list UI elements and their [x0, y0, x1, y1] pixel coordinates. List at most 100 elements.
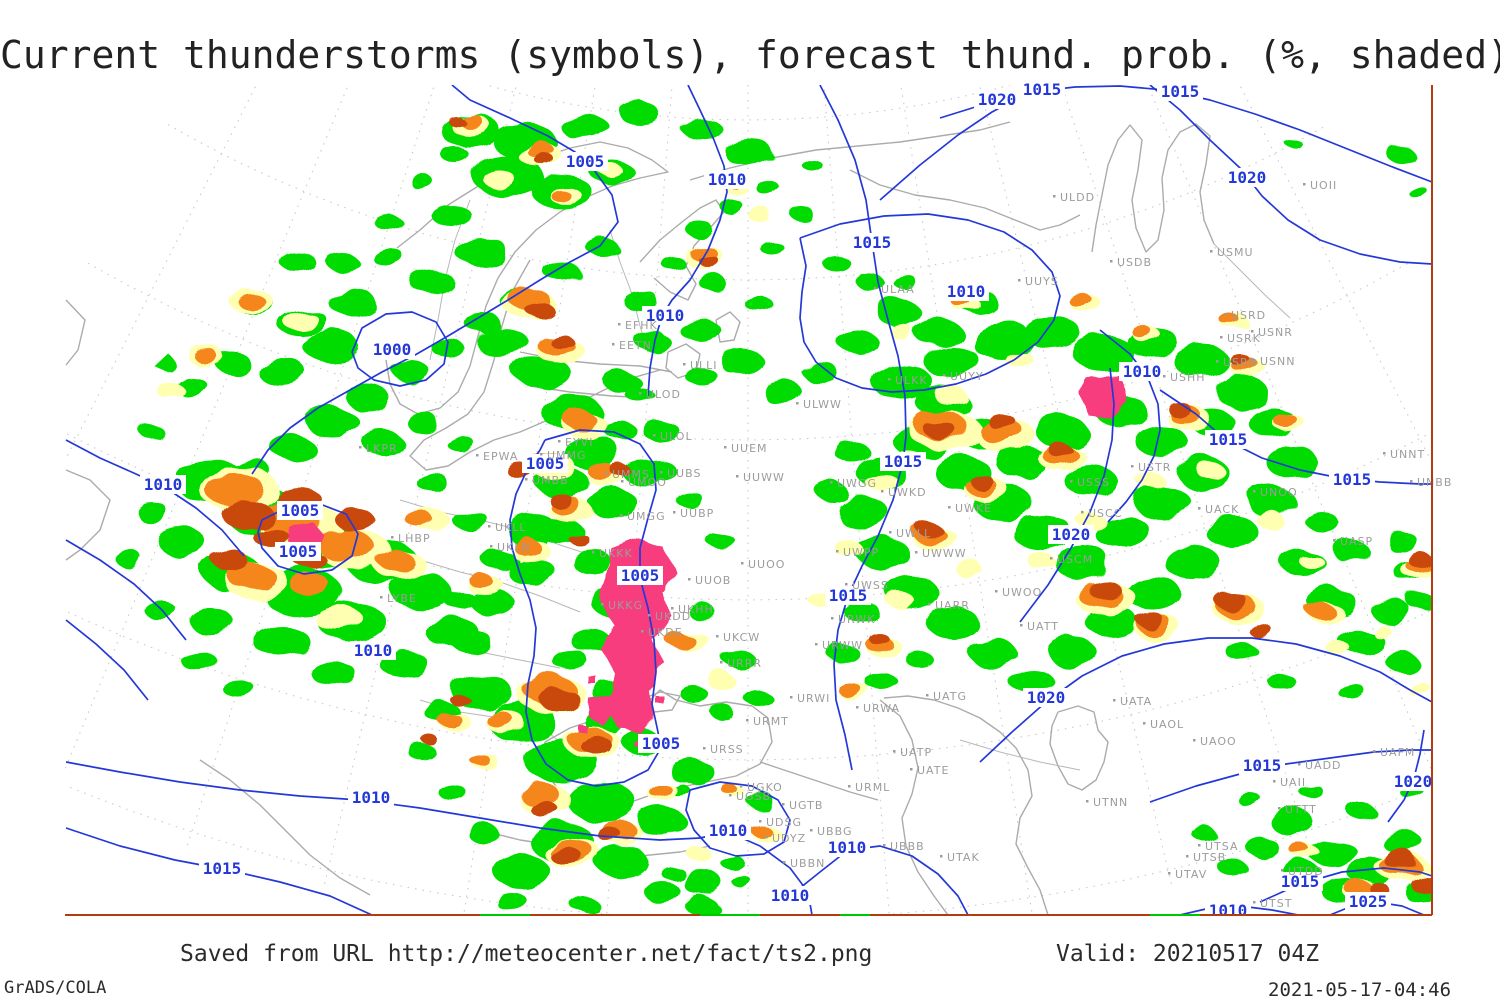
station-dot [740, 785, 743, 788]
shading-blob-green [996, 446, 1048, 478]
station-dot [618, 323, 621, 326]
station-label: UKDD [655, 610, 691, 623]
shading-blob-green [660, 255, 684, 269]
station-label: UWSS [852, 579, 889, 592]
shading-blob-green [144, 601, 176, 619]
station-dot [391, 536, 394, 539]
station-dot [490, 545, 493, 548]
station-dot [888, 378, 891, 381]
shading-blob-green [466, 823, 498, 841]
shading-blob-yellow [1298, 553, 1322, 567]
station-dot [831, 617, 834, 620]
station-label: UNNT [1390, 448, 1425, 461]
station-label: UAFM [1380, 746, 1415, 759]
station-dot [641, 630, 644, 633]
station-label: UKDE [648, 626, 683, 639]
station-dot [736, 475, 739, 478]
station-dot [1383, 452, 1386, 455]
shading-blob-green [158, 528, 206, 556]
station-dot [488, 525, 491, 528]
shading-blob-orange [550, 189, 570, 201]
station-label: UUBS [667, 467, 701, 480]
isobar-label: 1015 [884, 452, 923, 471]
isobar-line-1010 [789, 845, 969, 915]
isobar-label: 1015 [1243, 756, 1282, 775]
shading-blob-yellow [1328, 643, 1352, 657]
shading-blob-orange [1068, 293, 1092, 307]
isobar-label: 1010 [144, 475, 183, 494]
shading-blob-orange [406, 512, 434, 528]
station-dot [926, 694, 929, 697]
shading-blob-red [549, 846, 581, 864]
isobar-label: 1015 [203, 859, 242, 878]
isobar-label-bg [1023, 688, 1069, 707]
shading-blob-green [670, 759, 714, 785]
station-label: USRR [1223, 356, 1257, 369]
shading-blob-green [326, 253, 358, 271]
shading-blob-green [644, 881, 680, 903]
station-dot [558, 440, 561, 443]
shading-blob-green [438, 784, 466, 800]
isobar-label-bg [350, 641, 396, 660]
shading-blob-green [748, 794, 776, 810]
station-dot [671, 607, 674, 610]
station-dot [1253, 490, 1256, 493]
isobar-label-bg [140, 475, 186, 494]
isobar-label: 1005 [281, 501, 320, 520]
shading-blob-orange [438, 713, 462, 727]
shading-blob-green [1164, 545, 1220, 579]
station-label: UWOO [1002, 586, 1042, 599]
isobar-label-bg [617, 566, 663, 585]
station-dot [790, 696, 793, 699]
station-dot [1253, 359, 1256, 362]
shading-blob-green [682, 320, 722, 344]
station-label: UUBP [680, 507, 714, 520]
isobar-label-bg [705, 821, 751, 840]
shading-blob-green [304, 331, 360, 363]
shading-blob-green [826, 643, 858, 661]
shading-blob-orange [666, 632, 694, 648]
shading-blob-red [700, 256, 720, 268]
station-label: UWKE [955, 502, 992, 515]
shading-blob-green [876, 299, 920, 325]
shading-blob-green [844, 602, 880, 622]
station-label: URWW [822, 639, 863, 652]
station-dot [476, 454, 479, 457]
shading-blob-green [1190, 825, 1214, 839]
shading-blob-green [1306, 512, 1338, 532]
station-dot [1410, 480, 1413, 483]
station-dot [741, 562, 744, 565]
station-dot [889, 531, 892, 534]
shading-blob-green [310, 659, 354, 685]
shading-blob-green [110, 384, 130, 396]
coastline [849, 169, 1081, 231]
shading-blob-yellow [748, 208, 772, 222]
shading-blob-green [760, 241, 784, 255]
shading-blob-yellow [1196, 462, 1224, 478]
station-label: USCC [1088, 507, 1122, 520]
shading-blob-green [1240, 795, 1264, 809]
shading-blob-yellow [1006, 352, 1034, 368]
isobar-line-1005 [509, 429, 662, 787]
station-label: LHBP [398, 532, 431, 545]
shading-blob-green [482, 550, 518, 570]
shading-blob-green [452, 630, 492, 654]
station-dot [765, 836, 768, 839]
station-dot [883, 844, 886, 847]
station-label: UMMG [547, 449, 587, 462]
shading-blob-green [682, 870, 722, 894]
station-label: URWA [863, 702, 900, 715]
shading-blob-green [644, 421, 680, 443]
station-label: UUOO [748, 558, 785, 571]
station-dot [605, 472, 608, 475]
shading-blob-red [598, 828, 622, 842]
shading-blob-green [168, 294, 196, 310]
station-dot [620, 514, 623, 517]
station-label: USNR [1258, 326, 1293, 339]
station-dot [648, 614, 651, 617]
shading-blob-green [572, 630, 612, 654]
coastline [65, 469, 111, 561]
shading-blob-green [1284, 137, 1300, 147]
shading-blob-green [586, 238, 618, 256]
